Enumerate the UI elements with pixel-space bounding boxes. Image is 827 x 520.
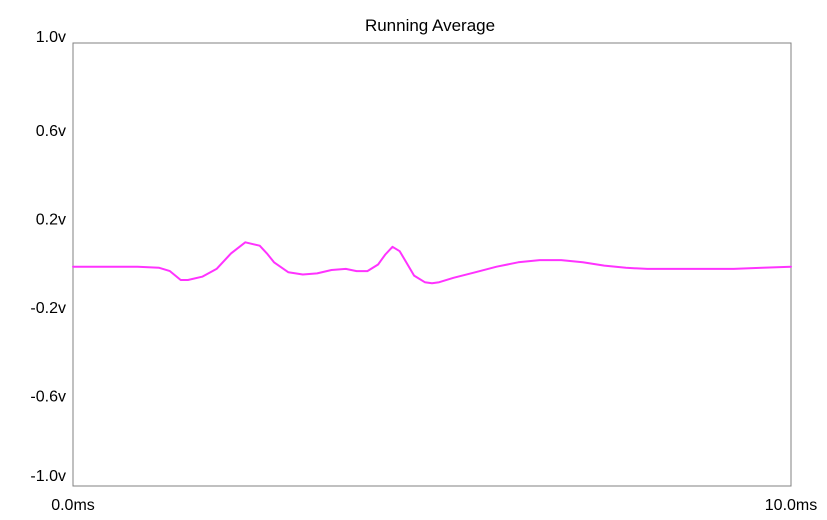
x-axis-ticks: 0.0ms 10.0ms [51, 497, 817, 514]
y-tick-label: -1.0v [30, 468, 66, 485]
y-tick-label: 1.0v [36, 29, 66, 46]
series-line [72, 241, 792, 285]
chart-title: Running Average [365, 16, 495, 35]
x-tick-label: 0.0ms [51, 497, 95, 514]
y-tick-label: 0.6v [36, 123, 66, 140]
y-tick-label: 0.2v [36, 211, 66, 228]
x-tick-label: 10.0ms [765, 497, 817, 514]
y-tick-label: -0.2v [30, 300, 66, 317]
y-tick-label: -0.6v [30, 389, 66, 406]
y-axis-ticks: 1.0v 0.6v 0.2v -0.2v -0.6v -1.0v [30, 29, 66, 485]
plot-area [72, 42, 792, 487]
